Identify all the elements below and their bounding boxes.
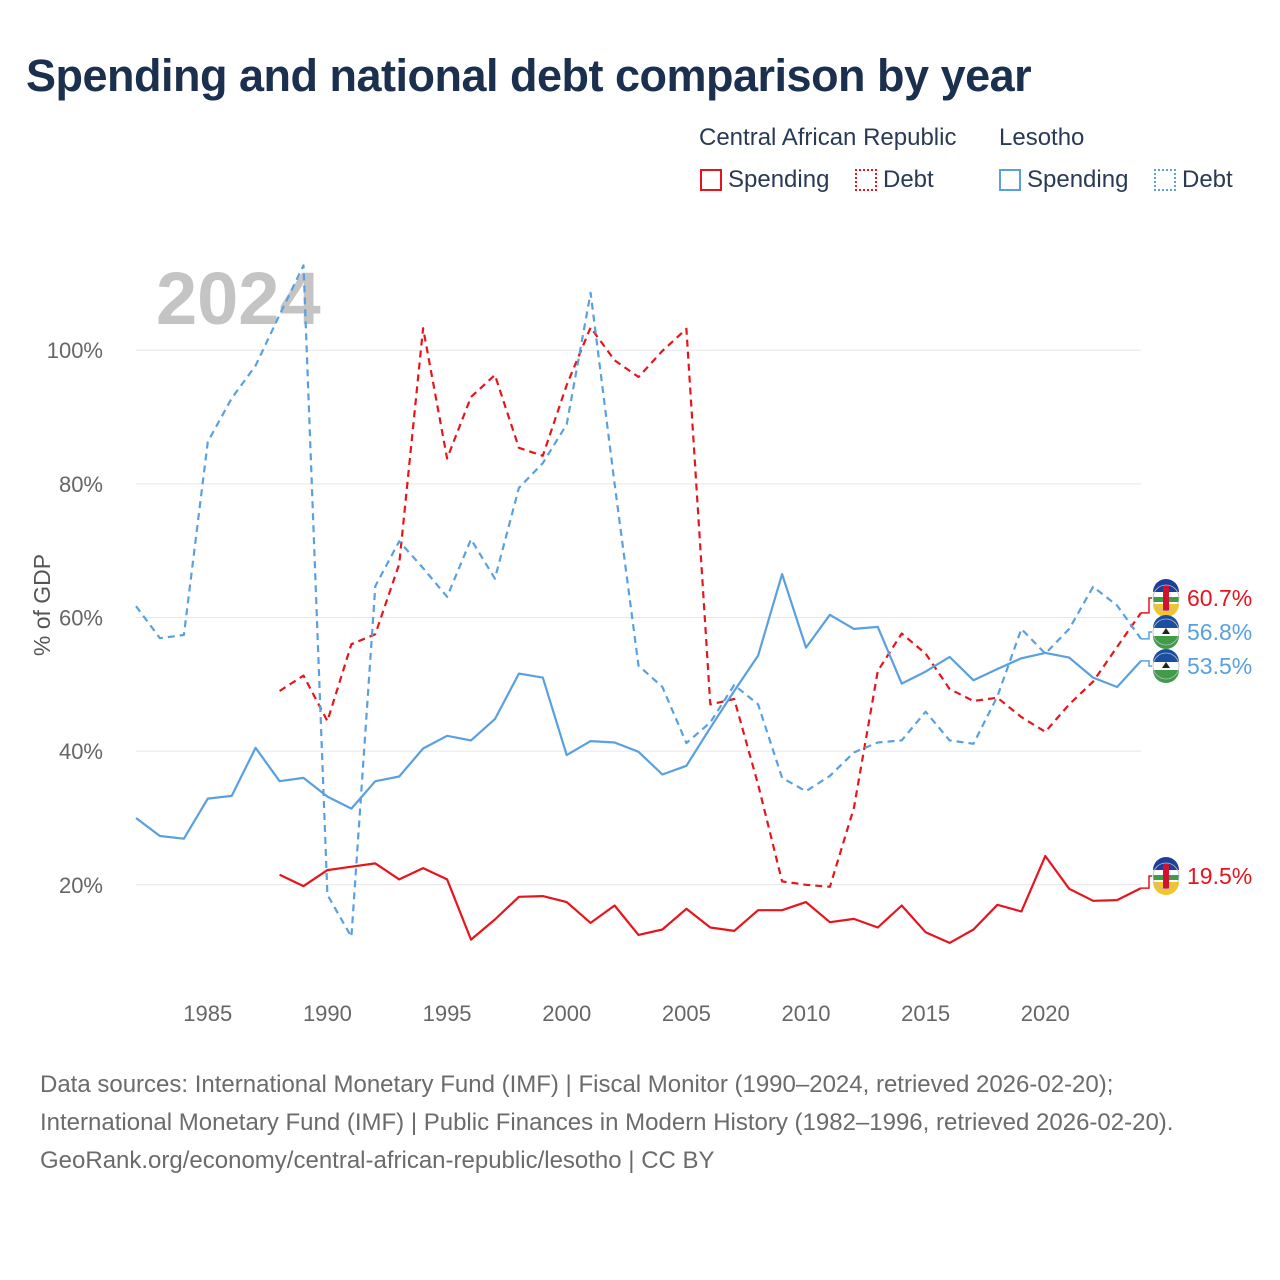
end-value-label: 56.8%	[1187, 619, 1252, 645]
x-tick-label: 1995	[423, 1001, 472, 1026]
legend-swatch-dotted-icon	[1154, 169, 1176, 191]
legend-label: Spending	[728, 166, 830, 193]
line-chart: 20% 40% 60% 80% 100% 1985 1990 1995 2000 2005 2010…	[29, 257, 1252, 1026]
endpoint-connector	[1141, 875, 1152, 889]
legend-item-car-debt[interactable]: Debt	[855, 166, 934, 194]
x-tick-label: 2015	[901, 1001, 950, 1026]
legend-item-car-spending[interactable]: Spending	[700, 166, 829, 194]
chart-title: Spending and national debt comparison by…	[26, 50, 1032, 101]
series-line-central-african-republic-spending[interactable]	[279, 854, 1142, 944]
lesotho-flag-icon	[1152, 615, 1180, 649]
car-flag-icon	[1152, 857, 1180, 895]
car-flag-icon	[1152, 579, 1180, 617]
y-tick-label: 60%	[59, 606, 103, 631]
legend-country-car: Central African Republic	[699, 124, 957, 151]
x-tick-label: 2020	[1021, 1001, 1070, 1026]
legend-swatch-solid-icon	[700, 169, 722, 191]
endpoint-connector	[1141, 631, 1152, 640]
end-value-label: 53.5%	[1187, 653, 1252, 679]
series-line-lesotho-debt[interactable]	[135, 264, 1142, 938]
legend-swatch-solid-icon	[999, 169, 1021, 191]
x-tick-label: 2000	[542, 1001, 591, 1026]
data-sources-text: Data sources: International Monetary Fun…	[40, 1071, 1174, 1136]
legend-label: Debt	[1182, 166, 1233, 193]
year-watermark: 2024	[156, 257, 321, 340]
legend-label: Spending	[1027, 166, 1129, 193]
x-tick-label: 2010	[782, 1001, 831, 1026]
legend-item-lesotho-debt[interactable]: Debt	[1154, 166, 1233, 194]
y-tick-label: 40%	[59, 739, 103, 764]
series-line-central-african-republic-debt[interactable]	[279, 326, 1142, 888]
footer: Data sources: International Monetary Fun…	[40, 1066, 1250, 1180]
legend-label: Debt	[883, 166, 934, 193]
y-tick-label: 20%	[59, 873, 103, 898]
x-tick-label: 1990	[303, 1001, 352, 1026]
y-axis-title: % of GDP	[29, 554, 55, 656]
endpoint-connector	[1141, 597, 1152, 614]
endpoint-connector	[1141, 660, 1152, 667]
legend-country-lesotho: Lesotho	[999, 124, 1085, 151]
lesotho-flag-icon	[1152, 649, 1180, 683]
y-tick-label: 100%	[47, 338, 103, 363]
legend-item-lesotho-spending[interactable]: Spending	[999, 166, 1128, 194]
x-tick-label: 1985	[183, 1001, 232, 1026]
y-tick-label: 80%	[59, 472, 103, 497]
end-value-label: 60.7%	[1187, 585, 1252, 611]
end-value-label: 19.5%	[1187, 863, 1252, 889]
x-tick-label: 2005	[662, 1001, 711, 1026]
credit-link[interactable]: GeoRank.org/economy/central-african-repu…	[40, 1147, 715, 1174]
legend-swatch-dotted-icon	[855, 169, 877, 191]
series-line-lesotho-spending[interactable]	[135, 573, 1142, 840]
